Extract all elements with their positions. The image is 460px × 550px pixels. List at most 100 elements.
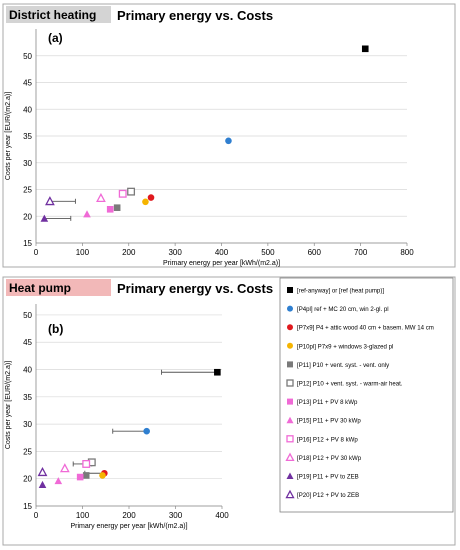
- legend-item-p4pl: [P4pl] ref + MC 20 cm, win 2-gl. pl: [287, 305, 389, 313]
- b-point-p10pl: [99, 472, 106, 479]
- panel-heat-pump: Heat pump Primary energy vs. Costs (b) 1…: [2, 276, 456, 546]
- a-y-tick-label: 45: [23, 79, 32, 88]
- legend-marker-p16-shape: [286, 435, 294, 443]
- a-point-p13: [106, 205, 114, 213]
- b-point-p15-shape: [54, 477, 63, 485]
- legend-marker-p18: [285, 452, 295, 462]
- legend-item-p7x9: [P7x9] P4 + attic wood 40 cm + basem. MW…: [287, 324, 434, 332]
- b-point-p20-shape: [37, 466, 48, 477]
- b-x-tick-label: 200: [122, 511, 136, 520]
- b-y-tick-label: 20: [23, 475, 32, 484]
- b-y-tick-label: 35: [23, 393, 32, 402]
- a-x-tick-label: 0: [34, 248, 39, 257]
- legend-label-p19: [P19] P11 + PV to ZEB: [297, 474, 359, 481]
- b-y-tick-label: 40: [23, 366, 32, 375]
- panel-a-label: (a): [48, 31, 63, 45]
- a-x-tick-label: 500: [261, 248, 275, 257]
- legend-item-p19: [P19] P11 + PV to ZEB: [286, 472, 359, 481]
- b-point-p18: [59, 463, 70, 473]
- b-point-p11: [82, 472, 90, 479]
- a-point-p11: [113, 204, 121, 211]
- b-x-tick-label: 300: [169, 511, 183, 520]
- legend-item-p12: [P12] P10 + vent. syst. - warm-air heat.: [286, 379, 403, 388]
- b-y-tick-label: 45: [23, 338, 32, 347]
- a-point-p18-shape: [96, 192, 106, 203]
- panel-a-x-axis-label: Primary energy per year [kWh/(m2.a)]: [163, 260, 280, 267]
- b-point-p13-shape: [76, 473, 84, 481]
- legend-marker-p15-shape: [286, 416, 294, 424]
- legend-items: [ref-anyway] or [ref (heat pump)] [P4pl] …: [285, 287, 434, 499]
- heat-pump-badge: [6, 279, 111, 296]
- legend-marker-p19: [286, 472, 294, 479]
- a-point-p11-shape: [113, 204, 121, 211]
- b-point-p4pl: [143, 427, 150, 435]
- b-point-ref: [214, 368, 221, 376]
- panel-district-heating: District heating Primary energy vs. Cost…: [2, 3, 456, 268]
- a-x-tick-label: 700: [354, 248, 368, 257]
- a-y-tick-label: 40: [23, 105, 32, 114]
- a-point-p10pl-shape: [142, 198, 149, 206]
- legend-marker-p10pl: [287, 342, 293, 349]
- legend-marker-p16: [286, 435, 294, 443]
- legend-label-p11: [P11] P10 + vent. syst. - vent. only: [297, 362, 390, 369]
- legend-label-p16: [P16] P12 + PV 8 kWp: [297, 436, 358, 443]
- panel-b-y-axis-label: Costs per year [EUR/(m2.a)]: [5, 361, 12, 449]
- b-point-ref-shape: [214, 368, 221, 376]
- a-y-tick-label: 20: [23, 212, 32, 221]
- b-x-tick-label: 100: [76, 511, 90, 520]
- legend-marker-p7x9-shape: [287, 324, 293, 331]
- a-x-tick-label: 800: [400, 248, 414, 257]
- legend-marker-p12: [286, 379, 294, 387]
- b-point-p15: [54, 477, 63, 485]
- legend-item-p10pl: [P10pl] P7x9 + windows 3-glazed pl: [287, 342, 393, 350]
- legend-marker-ref-shape: [287, 287, 293, 293]
- a-point-ref-shape: [361, 45, 369, 53]
- a-y-tick-label: 30: [23, 159, 32, 168]
- legend-label-ref: [ref-anyway] or [ref (heat pump)]: [297, 288, 384, 295]
- b-point-p16: [82, 460, 91, 468]
- a-y-tick-label: 25: [23, 186, 32, 195]
- legend-marker-p18-shape: [285, 452, 295, 462]
- legend-marker-p7x9: [287, 324, 293, 331]
- legend-label-p15: [P15] P11 + PV 30 kWp: [297, 418, 361, 425]
- a-x-tick-label: 200: [122, 248, 136, 257]
- legend-marker-p10pl-shape: [287, 342, 293, 349]
- b-point-p18-shape: [59, 463, 70, 473]
- a-point-p19: [40, 214, 49, 222]
- legend-marker-p20: [285, 489, 295, 499]
- legend-marker-p11-shape: [287, 361, 293, 368]
- heat-pump-badge-text: Heat pump: [9, 281, 71, 295]
- district-heating-badge-text: District heating: [9, 8, 96, 22]
- legend-marker-p13: [287, 398, 293, 405]
- panel-a-title: Primary energy vs. Costs: [117, 8, 273, 23]
- b-point-p11-shape: [82, 472, 90, 479]
- a-point-p19-shape: [40, 214, 49, 222]
- legend-marker-p13-shape: [287, 398, 293, 405]
- district-heating-badge: [6, 6, 111, 23]
- b-y-tick-label: 15: [23, 502, 32, 511]
- a-x-tick-label: 100: [76, 248, 90, 257]
- legend-item-p11: [P11] P10 + vent. syst. - vent. only: [287, 361, 390, 369]
- a-point-p12-shape: [127, 187, 136, 196]
- b-y-tick-label: 30: [23, 420, 32, 429]
- legend-marker-p4pl-shape: [287, 305, 293, 312]
- b-point-p19: [38, 480, 47, 489]
- b-y-tick-label: 50: [23, 311, 32, 320]
- legend-label-p7x9: [P7x9] P4 + attic wood 40 cm + basem. MW…: [297, 325, 434, 332]
- a-point-p7x9: [147, 194, 155, 201]
- b-point-p19-shape: [38, 480, 47, 489]
- b-point-p20: [37, 466, 48, 477]
- a-point-p20: [45, 196, 55, 206]
- a-y-tick-label: 15: [23, 239, 32, 248]
- legend-marker-p12-shape: [286, 379, 294, 387]
- legend-label-p20: [P20] P12 + PV to ZEB: [297, 492, 359, 499]
- a-point-p20-shape: [45, 196, 55, 206]
- panel-b-label: (b): [48, 322, 63, 336]
- a-point-p15: [83, 210, 91, 218]
- legend-label-p18: [P18] P12 + PV 30 kWp: [297, 455, 362, 462]
- legend-label-p12: [P12] P10 + vent. syst. - warm-air heat.: [297, 381, 403, 388]
- a-point-p10pl: [142, 198, 149, 206]
- a-point-p7x9-shape: [147, 194, 155, 201]
- panel-a-y-axis-label: Costs per year [EUR/(m2.a)]: [5, 92, 12, 180]
